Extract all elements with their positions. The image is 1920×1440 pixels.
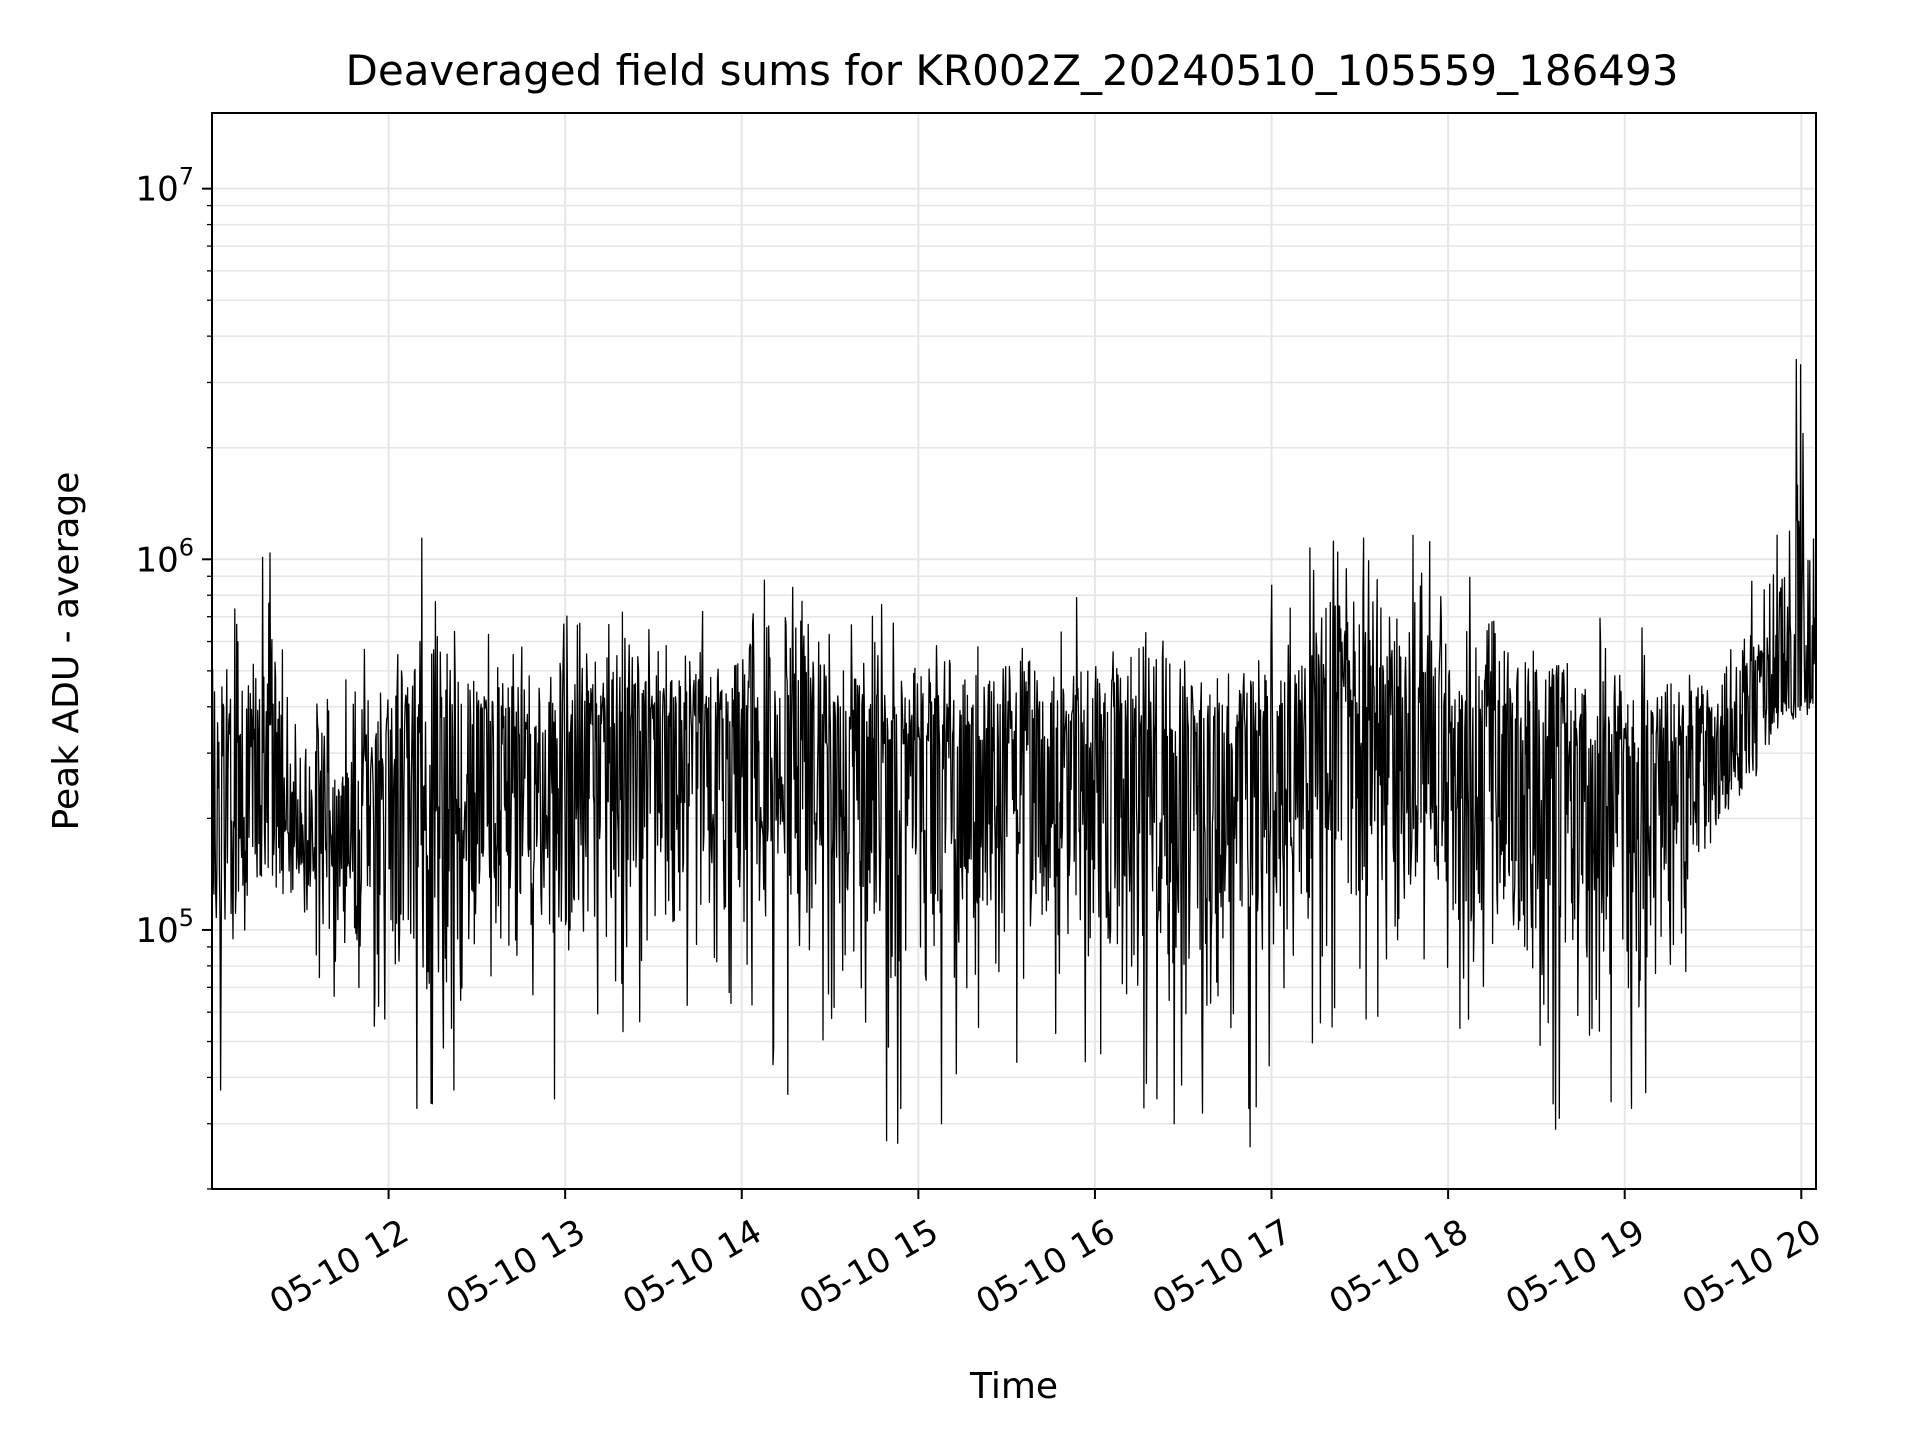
y-tick-base: 10 xyxy=(135,170,178,210)
y-tick-exponent: 6 xyxy=(179,533,194,561)
y-tick-label: 106 xyxy=(135,533,194,580)
series-line xyxy=(211,358,1817,1148)
chart-title: Deaveraged field sums for KR002Z_2024051… xyxy=(346,46,1679,95)
y-tick-label: 105 xyxy=(135,904,194,951)
x-axis-label: Time xyxy=(969,1366,1058,1407)
y-tick-label: 107 xyxy=(135,163,194,210)
data-series xyxy=(211,358,1817,1148)
y-axis-label: Peak ADU - average xyxy=(46,472,87,831)
y-tick-base: 10 xyxy=(135,911,178,951)
plot-frame xyxy=(211,112,1817,1190)
y-tick-base: 10 xyxy=(135,540,178,580)
y-tick-exponent: 5 xyxy=(179,904,194,932)
y-tick-exponent: 7 xyxy=(179,163,194,191)
